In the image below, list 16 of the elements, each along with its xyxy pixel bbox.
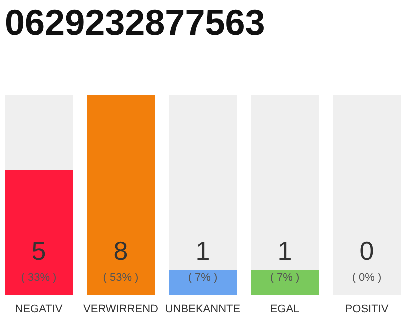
annotation: 1 [278, 236, 292, 266]
x-tick-label: UNBEKANNTE [165, 304, 241, 316]
annotation: ( 33% ) [21, 272, 57, 284]
x-tick-label: VERWIRREND [84, 304, 159, 316]
annotation: ( 7% ) [270, 272, 300, 284]
x-tick-label: NEGATIV [15, 304, 64, 316]
annotation: ( 53% ) [103, 272, 139, 284]
x-tick-label: POSITIV [345, 304, 390, 316]
annotation: 1 [196, 236, 210, 266]
chart-title: 0629232877563 [5, 2, 266, 43]
x-tick-label: EGAL [270, 304, 300, 316]
annotation: ( 0% ) [352, 272, 382, 284]
annotation: 8 [114, 236, 128, 266]
annotation: 5 [32, 236, 46, 266]
annotation: ( 7% ) [188, 272, 218, 284]
annotation: 0 [360, 236, 374, 266]
